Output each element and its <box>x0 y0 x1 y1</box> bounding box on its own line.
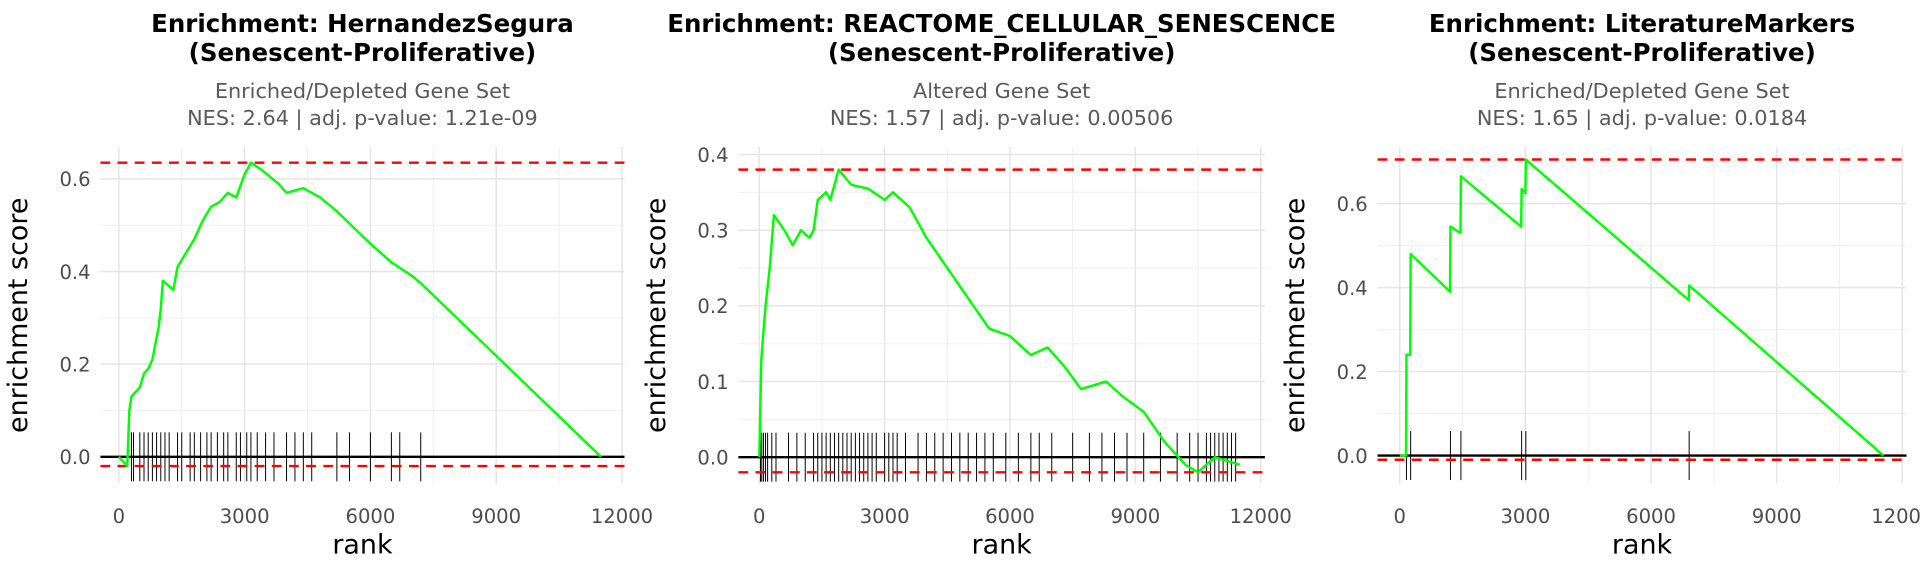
y-tick-label: 0.0 <box>59 446 90 469</box>
x-tick-label: 12000 <box>1871 505 1920 528</box>
x-tick-label: 12000 <box>1230 505 1292 528</box>
y-tick-label: 0.6 <box>1337 193 1368 216</box>
x-tick-label: 9000 <box>1110 505 1160 528</box>
x-tick-label: 9000 <box>1752 505 1802 528</box>
y-tick-label: 0.0 <box>697 447 728 470</box>
es-line <box>758 168 1241 474</box>
panel-subtitle: NES: 1.65 | adj. p-value: 0.0184 <box>1477 106 1807 131</box>
panel-title: Enrichment: HernandezSegura <box>151 9 574 38</box>
x-tick-label: 3000 <box>220 505 270 528</box>
x-tick-label: 0 <box>753 505 765 528</box>
es-line <box>117 161 602 468</box>
panel: Enrichment: LiteratureMarkers(Senescent-… <box>1280 9 1920 561</box>
y-axis-label: enrichment score <box>3 198 34 433</box>
y-tick-label: 0.2 <box>59 354 90 377</box>
x-axis-label: rank <box>332 529 393 560</box>
x-tick-label: 3000 <box>1500 505 1550 528</box>
x-tick-label: 6000 <box>985 505 1035 528</box>
y-tick-label: 0.4 <box>697 144 728 167</box>
es-line <box>1399 158 1885 457</box>
y-tick-label: 0.0 <box>1337 445 1368 468</box>
y-tick-label: 0.4 <box>59 261 90 284</box>
panel-subtitle: NES: 1.57 | adj. p-value: 0.00506 <box>830 106 1174 131</box>
y-tick-label: 0.2 <box>1337 361 1368 384</box>
x-tick-label: 0 <box>113 505 125 528</box>
panel-title: (Senescent-Proliferative) <box>828 38 1176 67</box>
panel-subtitle: NES: 2.64 | adj. p-value: 1.21e-09 <box>187 106 538 131</box>
y-tick-label: 0.2 <box>697 295 728 318</box>
panel: Enrichment: HernandezSegura(Senescent-Pr… <box>3 9 653 561</box>
x-tick-label: 0 <box>1394 505 1406 528</box>
x-axis-label: rank <box>972 529 1033 560</box>
y-axis-label: enrichment score <box>641 198 672 433</box>
panel: Enrichment: REACTOME_CELLULAR_SENESCENCE… <box>641 9 1336 561</box>
panel-title: Enrichment: LiteratureMarkers <box>1429 9 1855 38</box>
x-tick-label: 12000 <box>591 505 653 528</box>
x-axis-label: rank <box>1612 529 1673 560</box>
x-tick-label: 6000 <box>346 505 396 528</box>
y-tick-label: 0.4 <box>1337 277 1368 300</box>
panel-title: (Senescent-Proliferative) <box>189 38 537 67</box>
y-tick-label: 0.1 <box>697 371 728 394</box>
panel-title: Enrichment: REACTOME_CELLULAR_SENESCENCE <box>667 9 1336 38</box>
x-tick-label: 9000 <box>471 505 521 528</box>
panel-subtitle: Enriched/Depleted Gene Set <box>215 79 510 103</box>
panel-subtitle: Altered Gene Set <box>913 79 1090 103</box>
y-axis-label: enrichment score <box>1280 198 1311 433</box>
panel-subtitle: Enriched/Depleted Gene Set <box>1494 79 1789 103</box>
panel-title: (Senescent-Proliferative) <box>1468 38 1816 67</box>
x-tick-label: 6000 <box>1626 505 1676 528</box>
x-tick-label: 3000 <box>860 505 910 528</box>
y-tick-label: 0.6 <box>59 168 90 191</box>
y-tick-label: 0.3 <box>697 220 728 243</box>
